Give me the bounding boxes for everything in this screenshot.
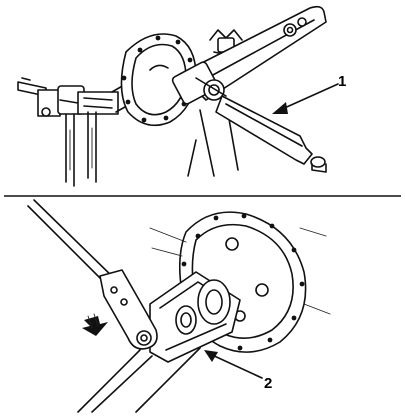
callout-1-label: 1 [338, 73, 346, 90]
flange-clamp [171, 61, 227, 105]
long-rod [27, 199, 119, 289]
lever-bar-top [179, 5, 327, 101]
clamp-bracket [149, 271, 241, 363]
handle-bar-top [215, 95, 327, 173]
rotation-arrow [82, 313, 108, 336]
callout-2-label: 2 [264, 375, 272, 392]
top-panel-illustration: 1 [17, 5, 346, 187]
callout-1-arrow [272, 83, 339, 114]
bottom-panel-illustration: 2 [27, 199, 331, 413]
lever-handle-bottom [99, 269, 158, 350]
lower-bar [77, 347, 201, 413]
callout-2-arrow [204, 350, 263, 379]
bench-vise [17, 77, 119, 187]
